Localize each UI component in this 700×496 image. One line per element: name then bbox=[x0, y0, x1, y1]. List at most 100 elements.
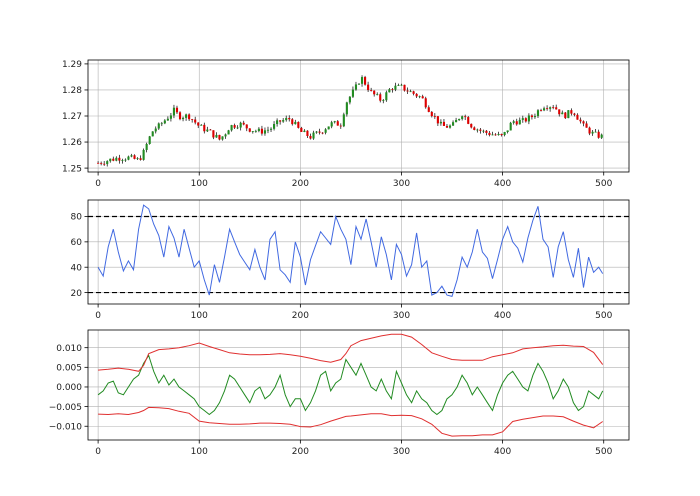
candle-body bbox=[172, 107, 176, 116]
candle-body bbox=[403, 84, 406, 91]
candle-body bbox=[276, 120, 279, 125]
candle-body bbox=[257, 128, 260, 131]
candle-body bbox=[109, 158, 112, 162]
x-tick-label: 100 bbox=[191, 447, 208, 457]
candle-body bbox=[269, 128, 273, 130]
candle-body bbox=[600, 134, 603, 138]
candle-body bbox=[175, 107, 179, 113]
candle-body bbox=[533, 116, 537, 118]
candle-body bbox=[373, 90, 376, 95]
candle-body bbox=[115, 157, 118, 161]
candle-body bbox=[97, 162, 100, 164]
candle-body bbox=[427, 107, 430, 112]
y-tick-label: 1.29 bbox=[62, 60, 82, 70]
candle-body bbox=[112, 158, 115, 161]
candle-body bbox=[512, 121, 515, 123]
candle-body bbox=[315, 131, 318, 133]
candle-body bbox=[491, 134, 494, 136]
candle-body bbox=[585, 123, 588, 128]
x-tick-label: 200 bbox=[292, 447, 309, 457]
candle-body bbox=[306, 130, 309, 136]
candle-body bbox=[227, 130, 230, 135]
candle-body bbox=[473, 127, 476, 130]
y-tick-label: 1.28 bbox=[62, 86, 82, 96]
candle-body bbox=[594, 131, 597, 133]
y-tick-label: 0.000 bbox=[56, 383, 82, 393]
candle-body bbox=[567, 110, 570, 119]
candle-body bbox=[178, 112, 182, 120]
x-tick-label: 500 bbox=[595, 311, 612, 321]
candle-body bbox=[242, 122, 245, 125]
candle-body bbox=[482, 130, 485, 132]
candle-body bbox=[348, 96, 351, 103]
candle-body bbox=[409, 91, 412, 93]
x-tick-label: 0 bbox=[95, 179, 101, 189]
candle-body bbox=[157, 123, 160, 129]
candle-body bbox=[333, 121, 336, 123]
candle-body bbox=[166, 118, 169, 121]
x-tick-label: 100 bbox=[191, 179, 208, 189]
candle-body bbox=[524, 118, 527, 122]
x-tick-label: 200 bbox=[292, 311, 309, 321]
candle-body bbox=[251, 131, 254, 132]
candle-body bbox=[433, 116, 436, 117]
candle-body bbox=[151, 131, 154, 137]
candle-body bbox=[209, 129, 212, 131]
x-tick-label: 200 bbox=[292, 179, 309, 189]
candle-body bbox=[500, 133, 503, 136]
candle-body bbox=[191, 119, 194, 121]
candle-body bbox=[530, 115, 533, 118]
candle-body bbox=[106, 161, 109, 165]
candle-body bbox=[121, 160, 124, 161]
candle-body bbox=[221, 136, 224, 140]
x-tick-label: 0 bbox=[95, 447, 101, 457]
candle-body bbox=[464, 116, 467, 118]
candle-body bbox=[181, 117, 185, 120]
candle-body bbox=[379, 94, 382, 101]
candle-body bbox=[451, 122, 455, 126]
candle-body bbox=[330, 122, 333, 127]
candle-body bbox=[139, 158, 142, 160]
candle-body bbox=[297, 121, 300, 128]
candle-body bbox=[406, 90, 409, 92]
x-tick-label: 400 bbox=[494, 179, 511, 189]
candle-body bbox=[245, 124, 248, 129]
candle-body bbox=[542, 108, 546, 111]
candle-body bbox=[142, 149, 145, 160]
candle-body bbox=[561, 112, 564, 115]
series-line-0 bbox=[97, 354, 604, 416]
candle-body bbox=[218, 134, 221, 140]
candle-body bbox=[309, 135, 312, 139]
candle-body bbox=[424, 98, 427, 108]
x-tick-label: 300 bbox=[393, 447, 410, 457]
candle-body bbox=[536, 110, 540, 117]
x-tick-label: 400 bbox=[494, 311, 511, 321]
candle-body bbox=[415, 93, 418, 97]
candle-body bbox=[148, 136, 151, 144]
candle-body bbox=[303, 130, 306, 132]
candle-body bbox=[455, 120, 458, 123]
series-line-1 bbox=[98, 333, 604, 372]
candle-body bbox=[294, 121, 297, 125]
candle-body bbox=[497, 133, 500, 136]
candle-body bbox=[394, 85, 397, 90]
series-line-0 bbox=[97, 204, 604, 298]
candle-body bbox=[400, 84, 403, 86]
candle-body bbox=[367, 84, 370, 91]
y-tick-label: −0.010 bbox=[49, 422, 83, 432]
y-tick-label: 1.26 bbox=[62, 138, 82, 148]
candle-body bbox=[336, 121, 339, 126]
candle-body bbox=[430, 111, 433, 117]
candle-body bbox=[439, 121, 442, 124]
candle-body bbox=[382, 100, 385, 102]
candle-body bbox=[527, 115, 530, 122]
candle-body bbox=[357, 83, 361, 85]
y-tick-label: 0.010 bbox=[56, 344, 82, 354]
candle-body bbox=[576, 114, 579, 120]
y-tick-label: 1.25 bbox=[62, 164, 82, 174]
candle-body bbox=[339, 125, 342, 127]
candle-body bbox=[266, 129, 270, 131]
x-tick-label: 0 bbox=[95, 311, 101, 321]
candle-body bbox=[282, 120, 285, 122]
